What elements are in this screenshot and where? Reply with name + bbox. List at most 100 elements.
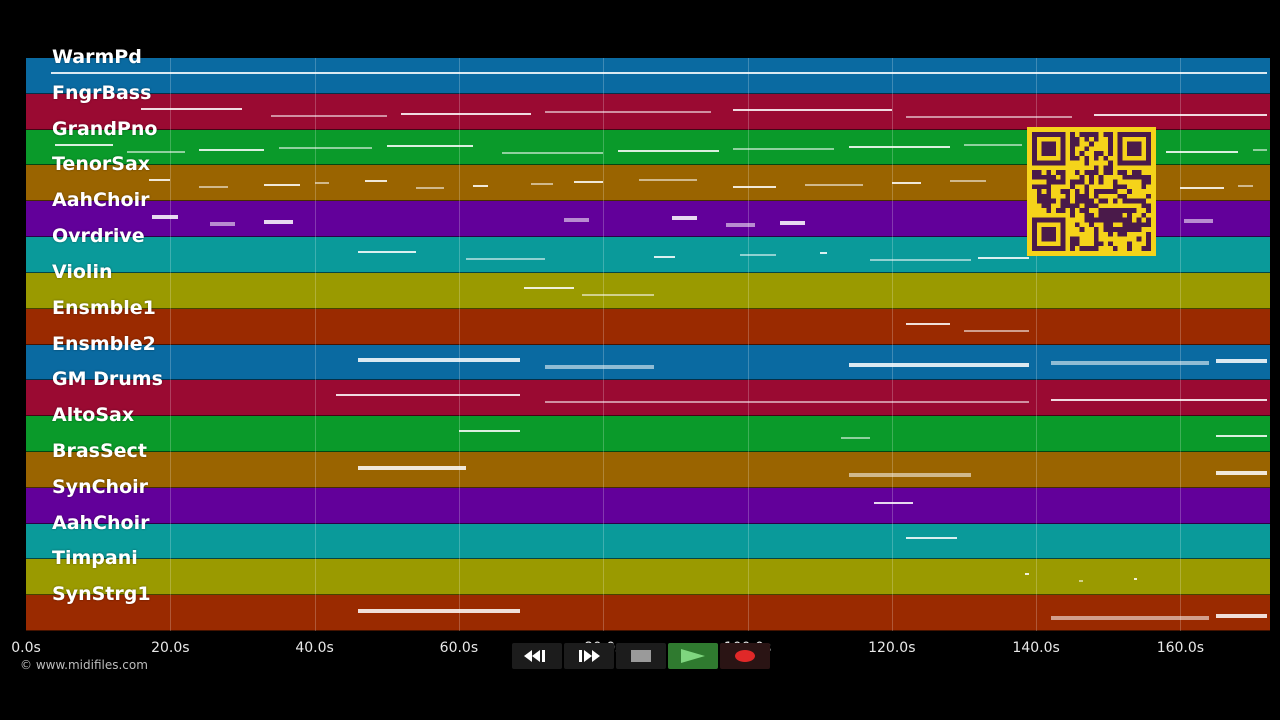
grid-line — [747, 58, 749, 631]
note-segment — [639, 179, 697, 182]
record-button[interactable] — [720, 643, 770, 669]
stop-icon — [631, 650, 651, 662]
note-segment — [906, 115, 1073, 118]
note-segment — [1133, 578, 1138, 581]
note-segment — [264, 220, 293, 225]
note-segment — [502, 151, 604, 154]
track-name: Violin — [52, 260, 113, 283]
note-segment — [401, 112, 532, 115]
note-segment — [581, 293, 654, 296]
note-segment — [963, 329, 1029, 332]
time-tick-label: 60.0s — [439, 640, 479, 656]
note-segment — [1238, 185, 1253, 188]
note-segment — [1180, 187, 1224, 190]
note-segment — [870, 258, 972, 261]
track-name: SynStrg1 — [52, 583, 151, 606]
track-name: Ensmble1 — [52, 296, 156, 319]
note-segment — [314, 182, 330, 185]
note-segment — [1165, 150, 1239, 153]
note-segment — [671, 216, 697, 221]
note-segment — [733, 147, 835, 150]
track-lane-ensmble1[interactable] — [26, 308, 1270, 345]
time-tick-label: 120.0s — [868, 640, 916, 656]
track-lane-aahchoir[interactable] — [26, 523, 1270, 560]
note-segment — [1050, 361, 1210, 366]
copyright-text: © www.midifiles.com — [20, 658, 148, 672]
note-segment — [545, 365, 654, 370]
note-segment — [906, 322, 950, 325]
track-lane-brassect[interactable] — [26, 451, 1270, 488]
note-segment — [873, 501, 914, 504]
track-name: FngrBass — [52, 81, 152, 104]
transport-controls — [512, 643, 770, 669]
note-segment — [848, 472, 972, 477]
note-segment — [148, 179, 171, 182]
grid-line — [314, 58, 316, 631]
note-segment — [152, 215, 178, 220]
note-segment — [357, 358, 521, 363]
note-segment — [199, 148, 265, 151]
note-segment — [779, 221, 806, 226]
note-segment — [523, 286, 575, 289]
qr-code — [1027, 127, 1156, 256]
note-segment — [1050, 399, 1267, 402]
note-segment — [1216, 359, 1267, 364]
track-lane-violin[interactable] — [26, 272, 1270, 309]
play-icon — [681, 649, 705, 663]
note-segment — [51, 71, 1267, 74]
track-lane-timpani[interactable] — [26, 559, 1270, 596]
note-segment — [141, 107, 243, 110]
note-segment — [531, 183, 553, 186]
play-button[interactable] — [668, 643, 718, 669]
grid-line — [1036, 58, 1038, 631]
note-segment — [545, 110, 712, 113]
note-segment — [725, 223, 755, 228]
note-segment — [617, 149, 719, 152]
track-name: TenorSax — [52, 153, 151, 176]
note-segment — [848, 363, 1029, 368]
fast-forward-button[interactable] — [564, 643, 614, 669]
note-segment — [1216, 435, 1267, 438]
note-segment — [563, 218, 589, 223]
time-tick-label: 40.0s — [295, 640, 334, 656]
track-lane-warmpd[interactable] — [26, 58, 1270, 94]
note-segment — [466, 257, 546, 260]
grid-line — [603, 58, 605, 631]
fast-forward-icon — [579, 650, 600, 662]
note-segment — [1050, 616, 1210, 621]
note-segment — [127, 150, 185, 153]
track-lane-synstrg1[interactable] — [26, 595, 1270, 631]
track-name: SynChoir — [52, 475, 149, 498]
note-segment — [848, 145, 950, 148]
note-segment — [357, 250, 416, 253]
note-segment — [733, 186, 777, 189]
note-segment — [949, 180, 986, 183]
track-lane-gm-drums[interactable] — [26, 380, 1270, 417]
note-segment — [653, 255, 676, 258]
rewind-button[interactable] — [512, 643, 562, 669]
track-name: Ensmble2 — [52, 332, 156, 355]
grid-line — [458, 58, 460, 631]
time-tick-label: 0.0s — [11, 640, 41, 656]
track-name: AahChoir — [52, 189, 150, 212]
track-lane-synchoir[interactable] — [26, 487, 1270, 524]
note-segment — [978, 256, 1029, 259]
note-segment — [891, 182, 921, 185]
track-name: GM Drums — [52, 368, 163, 391]
note-segment — [199, 186, 229, 189]
note-segment — [545, 401, 1029, 404]
stop-button[interactable] — [616, 643, 666, 669]
note-segment — [386, 144, 474, 147]
track-name: Timpani — [52, 547, 138, 570]
track-lane-altosax[interactable] — [26, 416, 1270, 452]
note-segment — [733, 108, 892, 111]
track-name: AltoSax — [52, 404, 135, 427]
note-segment — [357, 609, 521, 614]
note-segment — [1252, 148, 1267, 151]
note-segment — [415, 187, 445, 190]
note-segment — [1216, 614, 1267, 619]
grid-line — [170, 58, 172, 631]
note-segment — [906, 537, 957, 540]
note-segment — [271, 114, 387, 117]
note-segment — [1025, 573, 1029, 576]
